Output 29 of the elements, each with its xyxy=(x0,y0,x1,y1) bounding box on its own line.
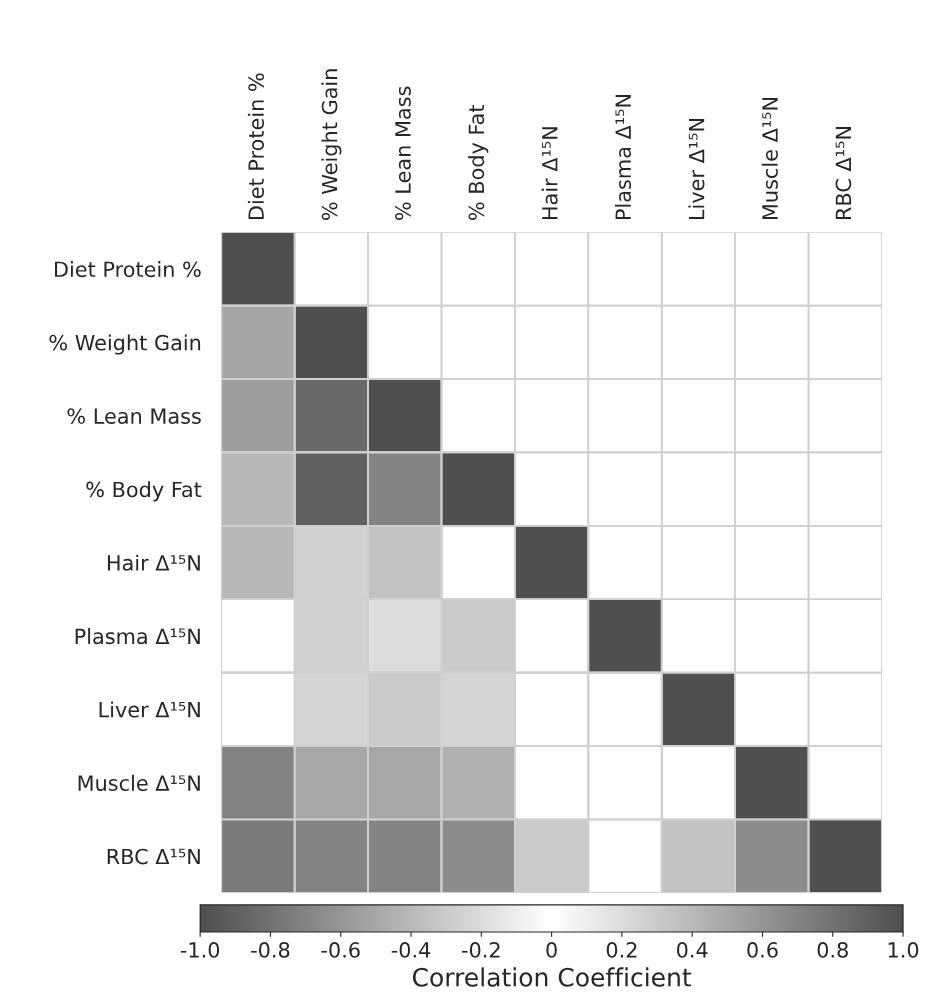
color-bar-label: -0.6 xyxy=(321,942,360,958)
x-tick-label: % Body Fat xyxy=(468,104,489,220)
y-tick-label: Muscle Δ¹⁵N xyxy=(78,774,200,791)
color-bar-label: -0.8 xyxy=(251,942,290,958)
x-tick-label: RBC Δ¹⁵N xyxy=(835,127,852,220)
color-bar-label: -0.4 xyxy=(391,942,431,958)
x-tick-label: Liver Δ¹⁵N xyxy=(688,118,705,220)
x-tick-label: Plasma Δ¹⁵N xyxy=(614,94,632,220)
y-tick-label: Liver Δ¹⁵N xyxy=(99,701,200,718)
y-tick-label: % Body Fat xyxy=(86,481,202,502)
color-bar-label: 0.8 xyxy=(817,942,848,958)
color-bar-label: 1.0 xyxy=(888,942,919,958)
color-bar-label: -0.2 xyxy=(462,942,500,958)
color-bar-label: -1.0 xyxy=(180,942,220,958)
color-bar-label: 0.6 xyxy=(747,942,778,958)
color-bar-label: 0.4 xyxy=(677,942,708,958)
y-tick-label: % Lean Mass xyxy=(67,408,201,424)
x-tick-label: % Lean Mass xyxy=(395,86,411,220)
x-tick-label: % Weight Gain xyxy=(321,69,342,220)
color-bar-label: 0 xyxy=(546,942,557,958)
y-tick-label: Diet Protein % xyxy=(55,261,201,278)
color-bar-label: 0.2 xyxy=(606,942,637,958)
y-tick-label: Plasma Δ¹⁵N xyxy=(75,628,200,645)
x-tick-label: Muscle Δ¹⁵N xyxy=(761,97,778,220)
y-tick-label: % Weight Gain xyxy=(49,334,201,355)
x-tick-label: Hair Δ¹⁵N xyxy=(541,127,558,220)
color-bar-title: Correlation Coefficient xyxy=(412,967,692,987)
y-tick-label: RBC Δ¹⁵N xyxy=(107,848,200,865)
y-tick-label: Hair Δ¹⁵N xyxy=(107,554,200,571)
